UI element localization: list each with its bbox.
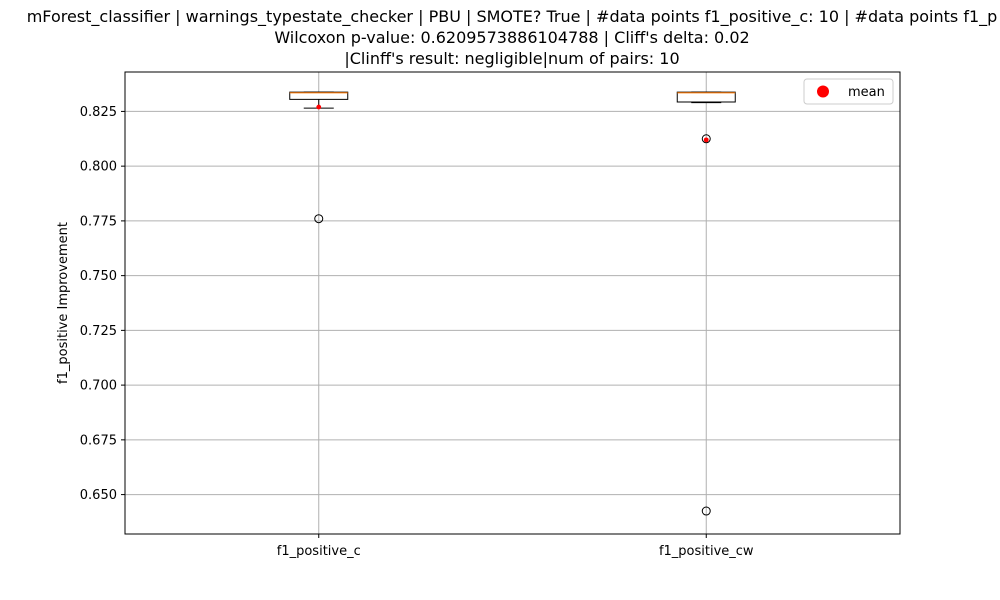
y-tick-label: 0.825 [80, 105, 117, 120]
legend-mean-label: mean [848, 85, 885, 100]
x-tick-label: f1_positive_cw [659, 544, 754, 559]
legend-frame [803, 78, 894, 105]
y-tick-label: 0.650 [80, 488, 117, 503]
outlier-point [701, 134, 711, 144]
box-iqr [676, 91, 736, 103]
y-tick-label: 0.700 [80, 379, 117, 394]
y-tick-label: 0.675 [80, 433, 117, 448]
legend-mean-marker [817, 85, 829, 98]
y-axis-label: f1_positive Improvement [56, 222, 71, 384]
box-group-f1_positive_c [289, 91, 349, 224]
chart-title-line-1: mForest_classifier | warnings_typestate_… [27, 7, 998, 27]
mean-marker [703, 137, 709, 143]
chart-title-line-2: Wilcoxon p-value: 0.6209573886104788 | C… [274, 28, 749, 47]
plot-frame [124, 71, 901, 535]
y-tick-label: 0.725 [80, 324, 117, 339]
box-iqr [289, 91, 349, 100]
mean-marker [316, 104, 322, 110]
box-layer [289, 91, 736, 516]
chart-title-line-3: |Clinff's result: negligible|num of pair… [344, 49, 679, 68]
legend: mean [803, 78, 894, 105]
y-tick-label: 0.800 [80, 160, 117, 175]
y-tick-label: 0.775 [80, 214, 117, 229]
y-tick-label: 0.750 [80, 269, 117, 284]
outlier-point [314, 214, 324, 224]
box-group-f1_positive_cw [676, 91, 736, 516]
grid-layer [125, 72, 900, 534]
outlier-point [701, 506, 711, 516]
tick-layer: 0.650 0.675 0.700 0.725 0.750 0.775 0.800 0.825… [80, 105, 754, 559]
x-tick-label: f1_positive_c [277, 544, 361, 559]
